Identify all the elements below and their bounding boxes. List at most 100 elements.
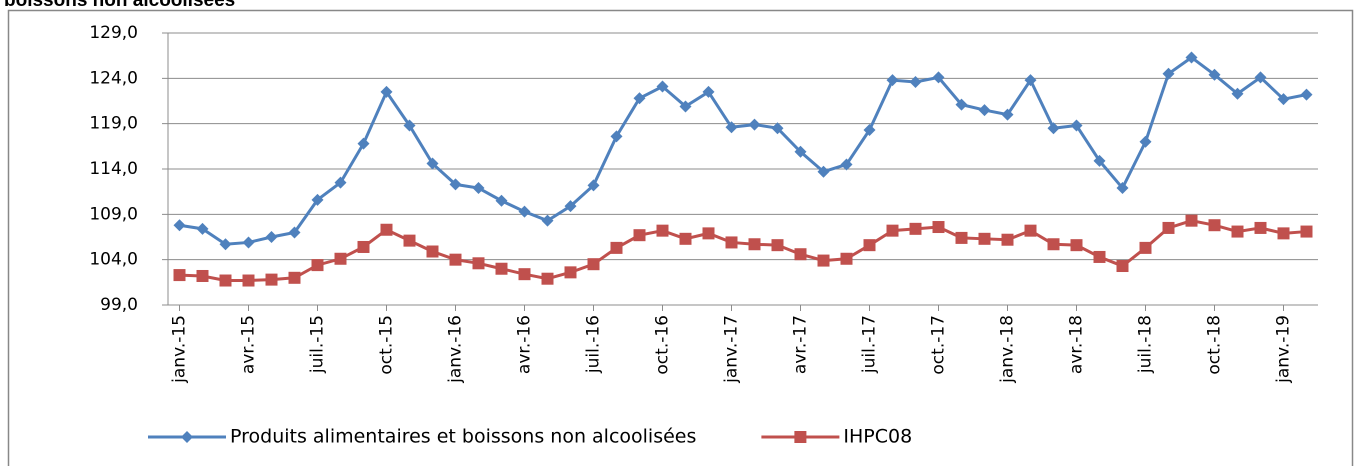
point	[541, 214, 554, 227]
point	[1024, 224, 1037, 237]
point	[863, 124, 876, 137]
point	[1162, 67, 1175, 80]
point	[1116, 260, 1129, 273]
point	[702, 227, 715, 240]
point	[288, 226, 301, 239]
chart-frame	[7, 9, 1354, 466]
point	[196, 269, 209, 282]
x-tick-label: juil.-18	[1136, 315, 1156, 374]
point	[380, 85, 393, 98]
point	[311, 259, 324, 272]
point	[1024, 74, 1037, 87]
point	[265, 231, 278, 243]
x-tick-label: janv.-18	[998, 315, 1018, 384]
point	[1231, 225, 1244, 238]
point	[955, 98, 968, 111]
x-tick-label: oct.-18	[1205, 315, 1225, 375]
point	[357, 240, 370, 253]
point	[311, 193, 324, 206]
point	[794, 145, 807, 158]
point	[1185, 51, 1198, 64]
point	[1231, 87, 1244, 100]
point	[1001, 108, 1014, 121]
point	[564, 200, 577, 213]
point	[771, 122, 784, 135]
point	[380, 223, 393, 236]
x-tick-label: janv.-15	[170, 315, 190, 384]
x-tick-label: oct.-16	[653, 315, 673, 375]
point	[495, 194, 508, 207]
point	[794, 248, 807, 261]
x-tick-label: juil.-16	[584, 315, 604, 374]
x-tick-label: janv.-17	[722, 315, 742, 384]
point	[587, 258, 600, 271]
point	[449, 253, 462, 266]
point	[909, 75, 922, 88]
point	[1093, 250, 1106, 263]
y-tick-label: 129,0	[89, 23, 138, 43]
point	[1162, 221, 1175, 234]
chart-title: boissons non alcoolisées	[4, 0, 235, 11]
point	[196, 222, 209, 235]
point	[357, 137, 370, 150]
point	[1047, 238, 1060, 251]
point	[518, 205, 531, 218]
point	[403, 234, 416, 247]
point	[932, 71, 945, 84]
point	[426, 245, 439, 258]
point	[1070, 239, 1083, 252]
point	[1208, 219, 1221, 232]
point	[909, 222, 922, 235]
x-tick-label: janv.-19	[1274, 315, 1294, 384]
y-tick-label: 124,0	[89, 68, 138, 88]
point	[1185, 214, 1198, 227]
series-line	[179, 219, 1307, 283]
point	[610, 130, 623, 143]
point	[472, 182, 485, 195]
point	[1047, 122, 1060, 135]
point	[334, 176, 347, 189]
point	[472, 257, 485, 270]
point	[1254, 221, 1267, 234]
point	[1116, 182, 1129, 195]
point	[1300, 225, 1313, 238]
point	[219, 238, 232, 251]
point	[1300, 88, 1313, 101]
legend-marker	[794, 431, 807, 443]
legend-marker	[181, 431, 193, 443]
point	[748, 118, 761, 131]
point	[587, 179, 600, 192]
x-tick-label: avr.-17	[791, 315, 811, 374]
point	[610, 241, 623, 254]
x-tick-label: avr.-16	[515, 315, 535, 374]
point	[265, 273, 278, 286]
point	[1208, 68, 1221, 81]
point	[1001, 233, 1014, 246]
point	[403, 119, 416, 132]
legend-label: Produits alimentaires et boissons non al…	[230, 426, 696, 448]
point	[886, 224, 899, 237]
point	[495, 262, 508, 275]
point	[932, 221, 945, 234]
y-tick-label: 109,0	[89, 204, 138, 224]
point	[518, 268, 531, 281]
point	[173, 269, 186, 282]
point	[817, 254, 830, 267]
point	[817, 165, 830, 178]
y-tick-label: 104,0	[89, 250, 138, 270]
point	[288, 271, 301, 284]
x-tick-label: juil.-17	[860, 315, 880, 374]
point	[702, 85, 715, 98]
y-tick-label: 114,0	[89, 159, 138, 179]
point	[242, 274, 255, 287]
x-tick-label: oct.-17	[929, 315, 949, 375]
x-tick-label: avr.-15	[239, 315, 259, 374]
point	[771, 239, 784, 252]
x-tick-label: avr.-18	[1067, 315, 1087, 374]
point	[656, 80, 669, 93]
point	[840, 158, 853, 171]
x-tick-label: janv.-16	[446, 315, 466, 384]
point	[633, 92, 646, 105]
point	[1093, 154, 1106, 167]
point	[449, 178, 462, 191]
